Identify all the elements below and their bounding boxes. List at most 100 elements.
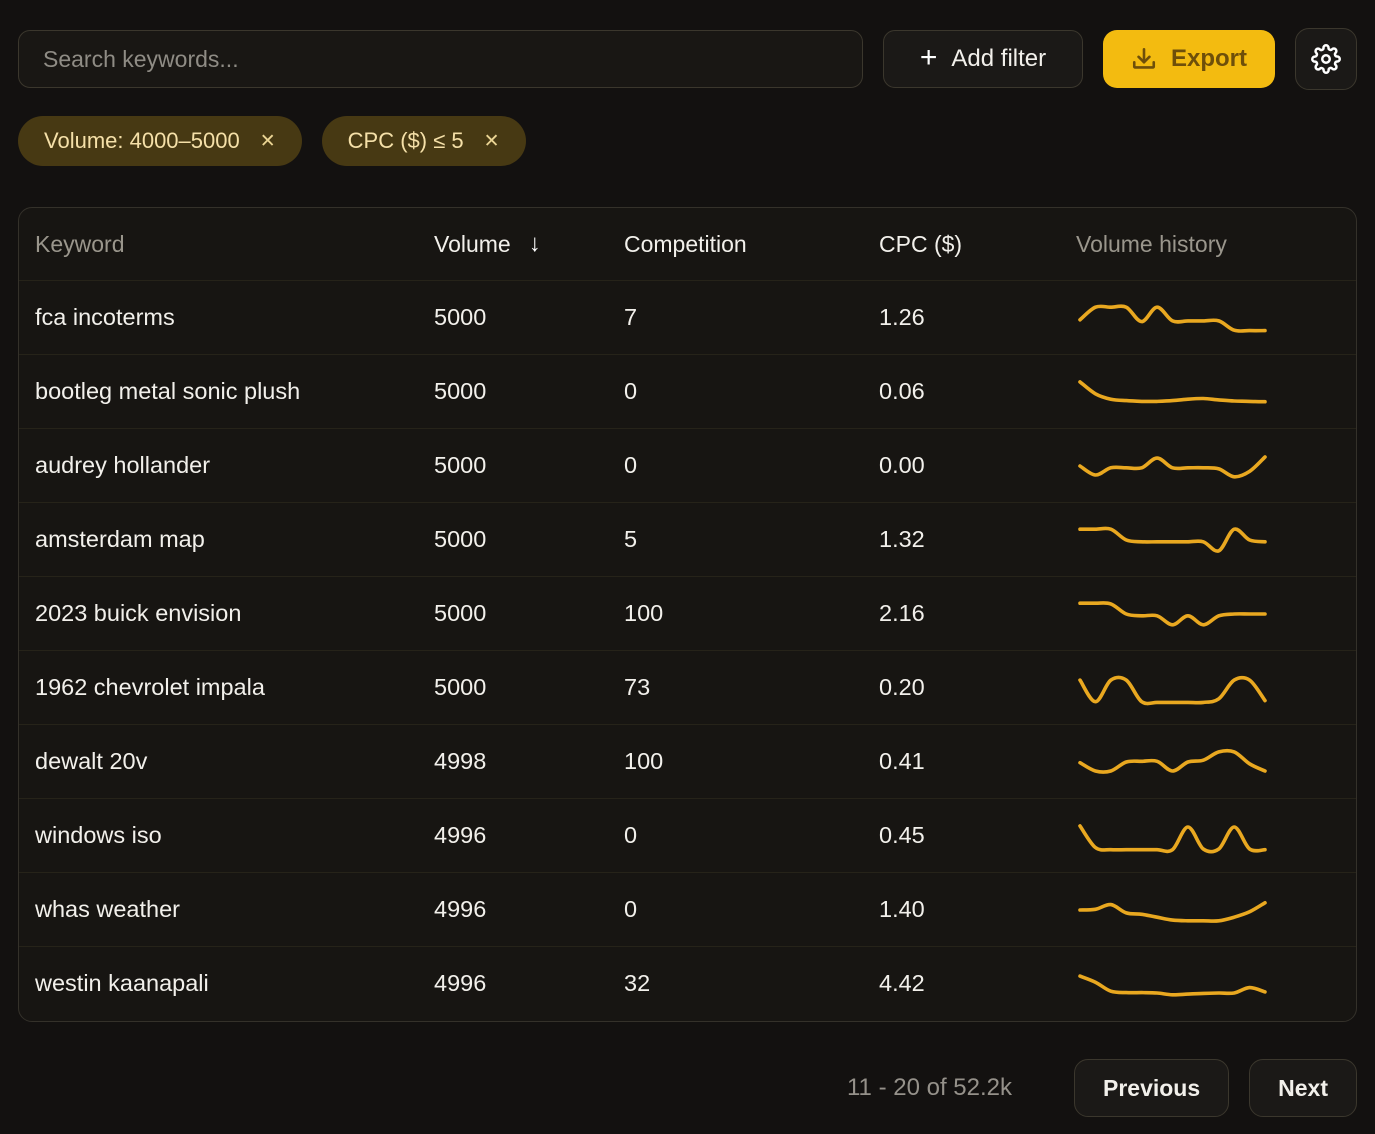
competition-cell: 5 [624,526,638,552]
volume-history-sparkline [1078,748,1267,774]
keyword-cell: dewalt 20v [35,748,148,774]
filter-chip-label: CPC ($) ≤ 5 [347,128,464,153]
cpc-cell: 0.41 [879,748,925,774]
volume-history-sparkline [1078,675,1267,705]
search-input[interactable] [18,30,863,88]
volume-history-sparkline [1078,823,1267,853]
keyword-cell: fca incoterms [35,304,175,330]
competition-cell: 100 [624,600,664,626]
cpc-cell: 0.00 [879,452,925,478]
volume-cell: 5000 [434,600,487,626]
cpc-cell: 0.20 [879,674,925,700]
add-filter-button[interactable]: + Add filter [883,30,1083,88]
cpc-cell: 1.26 [879,304,925,330]
competition-cell: 100 [624,748,664,774]
cpc-cell: 1.40 [879,896,925,922]
volume-history-cell [1076,666,1340,710]
competition-cell: 0 [624,452,638,478]
cpc-cell: 0.45 [879,822,925,848]
volume-cell: 5000 [434,304,487,330]
pagination-range: 11 - 20 of 52.2k [846,1074,1012,1101]
table-row[interactable]: 1962 chevrolet impala 5000 73 0.20 [19,650,1356,724]
volume-history-sparkline [1078,303,1267,333]
cpc-cell: 4.42 [879,970,925,996]
settings-button[interactable] [1295,28,1357,90]
keyword-cell: whas weather [35,896,180,922]
export-button[interactable]: Export [1103,30,1275,88]
plus-icon: + [919,40,938,74]
export-label: Export [1170,45,1247,72]
volume-cell: 5000 [434,378,487,404]
volume-cell: 5000 [434,526,487,552]
table-row[interactable]: whas weather 4996 0 1.40 [19,872,1356,946]
keyword-cell: 2023 buick envision [35,600,242,626]
competition-cell: 7 [624,304,638,330]
next-button[interactable]: Next [1249,1059,1357,1117]
competition-cell: 32 [624,970,651,996]
column-header-cpc[interactable]: CPC ($) [879,230,963,257]
keyword-cell: bootleg metal sonic plush [35,378,301,404]
competition-cell: 0 [624,896,638,922]
keyword-cell: audrey hollander [35,452,211,478]
filter-chip-label: Volume: 4000–5000 [44,128,240,153]
volume-cell: 4996 [434,822,487,848]
volume-history-cell [1076,444,1340,488]
column-header-volume-history: Volume history [1076,230,1227,257]
filter-chip-volume[interactable]: Volume: 4000–5000 ✕ [18,116,302,166]
volume-cell: 5000 [434,674,487,700]
add-filter-label: Add filter [951,45,1047,72]
volume-history-cell [1076,740,1340,784]
filter-chip-cpc[interactable]: CPC ($) ≤ 5 ✕ [321,116,526,166]
volume-history-cell [1076,296,1340,340]
keyword-cell: westin kaanapali [35,970,209,996]
volume-cell: 4996 [434,970,487,996]
volume-history-cell [1076,962,1340,1006]
previous-button[interactable]: Previous [1073,1059,1230,1117]
volume-cell: 4996 [434,896,487,922]
cpc-cell: 0.06 [879,378,925,404]
competition-cell: 0 [624,378,638,404]
keywords-table: Keyword Volume ↓ Competition CPC ($) Vol… [18,207,1357,1022]
volume-cell: 4998 [434,748,487,774]
table-row[interactable]: dewalt 20v 4998 100 0.41 [19,724,1356,798]
volume-history-sparkline [1078,973,1267,997]
remove-filter-icon[interactable]: ✕ [483,131,500,152]
active-filters: Volume: 4000–5000 ✕ CPC ($) ≤ 5 ✕ [18,116,1357,166]
table-row[interactable]: audrey hollander 5000 0 0.00 [19,428,1356,502]
table-row[interactable]: fca incoterms 5000 7 1.26 [19,280,1356,354]
column-header-volume[interactable]: Volume ↓ [434,230,541,257]
volume-history-cell [1076,370,1340,414]
keyword-cell: 1962 chevrolet impala [35,674,265,700]
table-header: Keyword Volume ↓ Competition CPC ($) Vol… [19,208,1356,280]
table-row[interactable]: amsterdam map 5000 5 1.32 [19,502,1356,576]
cpc-cell: 2.16 [879,600,925,626]
toolbar: + Add filter Export [18,28,1357,90]
table-row[interactable]: bootleg metal sonic plush 5000 0 0.06 [19,354,1356,428]
volume-history-cell [1076,814,1340,858]
table-body: fca incoterms 5000 7 1.26 bootleg metal soni… [19,280,1356,1020]
sort-desc-icon[interactable]: ↓ [528,230,541,257]
volume-history-cell [1076,592,1340,636]
table-row[interactable]: westin kaanapali 4996 32 4.42 [19,946,1356,1020]
volume-history-sparkline [1078,600,1267,627]
volume-history-cell [1076,888,1340,932]
column-header-keyword[interactable]: Keyword [35,230,125,257]
pagination: 11 - 20 of 52.2k Previous Next [18,1059,1357,1117]
competition-cell: 73 [624,674,651,700]
volume-history-sparkline [1078,379,1267,403]
volume-cell: 5000 [434,452,487,478]
keyword-cell: amsterdam map [35,526,205,552]
download-icon [1132,47,1156,69]
keyword-cell: windows iso [35,822,162,848]
cpc-cell: 1.32 [879,526,925,552]
table-row[interactable]: windows iso 4996 0 0.45 [19,798,1356,872]
competition-cell: 0 [624,822,638,848]
table-row[interactable]: 2023 buick envision 5000 100 2.16 [19,576,1356,650]
volume-history-sparkline [1078,454,1267,479]
volume-history-sparkline [1078,900,1267,923]
volume-history-sparkline [1078,526,1267,553]
column-header-competition[interactable]: Competition [624,230,747,257]
gear-icon [1311,44,1341,74]
remove-filter-icon[interactable]: ✕ [259,131,276,152]
